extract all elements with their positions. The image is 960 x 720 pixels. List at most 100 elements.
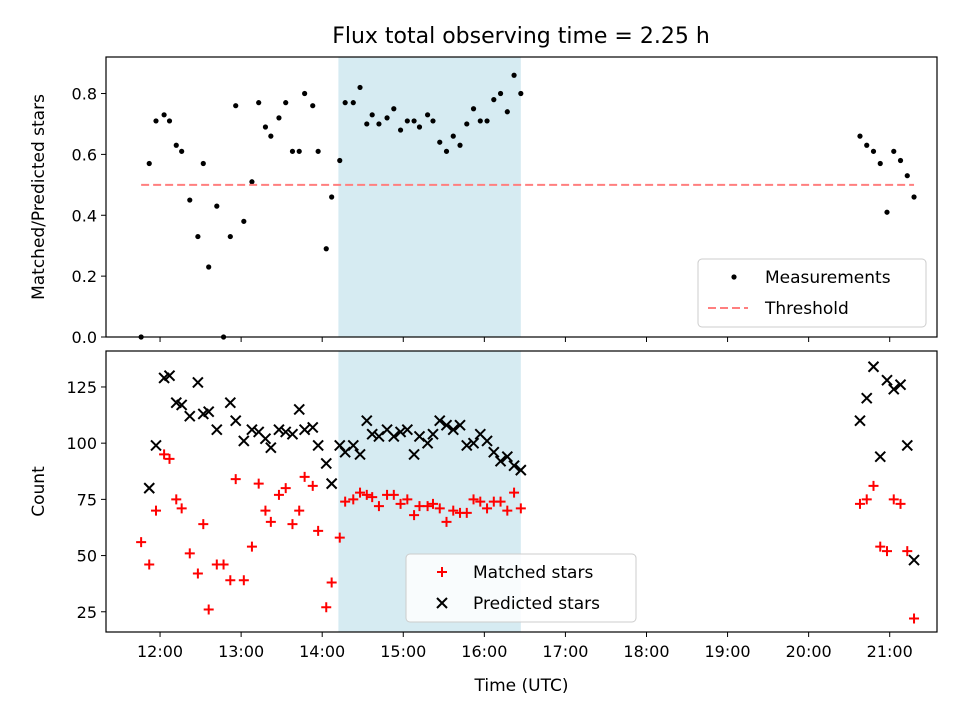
legend-label: Threshold [764,299,849,319]
measurement-point [173,142,179,148]
measurement-point [391,106,397,112]
measurement-point [179,148,185,154]
matched-star-point [854,498,865,509]
matched-star-point [287,519,298,530]
legend-box [697,258,927,328]
predicted-star-point [401,423,414,436]
measurement-point [891,148,897,154]
measurement-point [877,160,883,167]
measurement-point [337,157,343,164]
measurement-point [484,118,490,124]
predicted-star-point [259,432,272,445]
y-tick-label: 0.0 [72,328,97,347]
predicted-star-point [481,435,493,447]
predicted-star-point [320,457,332,470]
predicted-star-point [427,428,439,440]
predicted-star-point [163,370,176,382]
matched-star-point [348,494,359,505]
matched-star-point [246,541,257,552]
measurement-point [457,142,463,148]
predicted-star-point [192,376,204,389]
matched-star-point [334,532,345,543]
matched-star-point [218,559,229,570]
measurement-point [864,142,870,148]
measurement-point [904,173,910,179]
measurement-point [153,118,159,124]
matched-star-point [355,487,366,498]
predicted-star-point [421,437,434,449]
matched-star-point [225,575,236,586]
matched-star-point [159,449,170,460]
x-tick-label: 20:00 [786,642,832,661]
measurement-point [195,233,201,240]
legend-label: Matched stars [473,563,593,583]
matched-star-point [321,602,332,613]
predicted-star-point [854,414,866,427]
measurement-point [404,118,410,124]
matched-star-point [184,548,195,559]
predicted-star-point [246,423,258,436]
measurement-point [464,121,470,127]
matched-star-point [203,604,214,615]
bottom-chart-counts: 25 50 75 100 125 12:00 13:00 14:00 15:00 16:00 17:… [29,350,938,696]
x-tick-label: 18:00 [623,642,669,661]
matched-star-point [273,489,284,500]
measurement-point [283,100,289,106]
matched-star-point [888,494,899,505]
matched-star-point [136,537,147,548]
matched-star-point [402,494,413,505]
matched-star-point [253,478,264,489]
legend-marker [731,274,737,280]
measurement-point [376,121,382,127]
measurement-point [200,160,206,167]
measurement-point [289,148,296,154]
measurement-point [233,103,239,109]
predicted-star-point [508,459,520,472]
predicted-star-point [307,421,319,434]
matched-star-point [515,503,526,514]
matched-star-point [475,496,486,507]
y-tick-label: 100 [66,434,97,453]
predicted-star-point [434,414,446,427]
predicted-star-point [280,426,292,438]
measurement-point [411,118,417,124]
measurement-point [206,264,212,270]
measurement-point [397,127,404,133]
measurement-point [511,72,517,78]
measurement-point [214,203,220,209]
top-chart-ratio: 0.0 0.2 0.4 0.6 0.8 Matched/Predicted stars Me… [29,56,938,347]
matched-star-point [164,453,175,464]
predicted-star-point [265,441,277,454]
y-tick-label: 0.8 [72,85,97,104]
predicted-star-point [454,419,466,431]
legend-marker [436,597,448,609]
predicted-star-point [447,423,459,436]
matched-star-point [367,492,378,503]
measurement-point [504,109,510,115]
measurement-point [364,121,370,127]
y-tick-label: 25 [77,603,97,622]
predicted-star-point [881,374,893,386]
predicted-star-point [494,455,507,467]
axes-frame [105,56,938,338]
measurement-point [437,139,443,145]
measurement-point [249,179,255,185]
matched-star-point [861,494,872,505]
figure-title: Flux total observing time = 2.25 h [332,24,710,49]
measurement-point [166,118,173,124]
matched-star-point [265,516,276,527]
measurement-point [870,148,877,154]
measurement-point [491,97,497,103]
matched-star-point [280,483,291,494]
matched-star-point [468,494,479,505]
measurement-point [276,115,282,121]
matched-star-point [373,501,384,512]
measurement-point [310,103,316,109]
matched-star-point [902,546,913,557]
predicted-star-point [238,435,250,447]
predicted-star-point [366,428,378,440]
legend-box [405,553,637,623]
measurement-point [384,115,390,121]
matched-star-point [434,503,445,514]
